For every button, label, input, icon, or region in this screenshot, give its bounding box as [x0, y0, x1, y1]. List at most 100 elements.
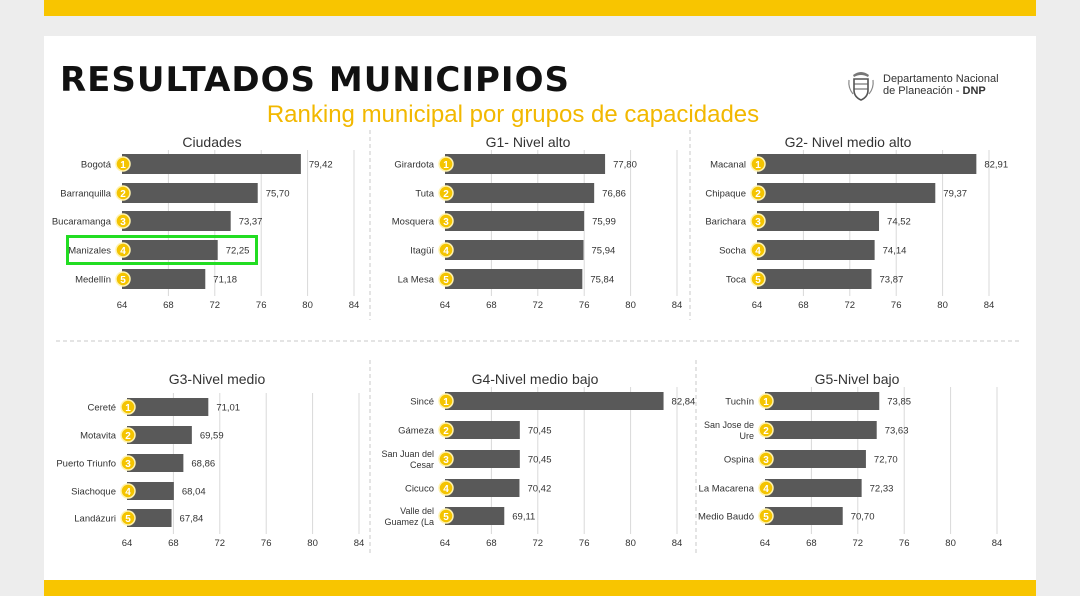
- rank-badge: [758, 480, 774, 496]
- category-label-line1: San Juan del: [381, 449, 434, 459]
- rank-badge: [120, 455, 136, 471]
- rank-number: 4: [763, 484, 769, 495]
- category-label: Mosquera: [392, 217, 435, 228]
- tick-label: 68: [486, 300, 497, 311]
- rank-number: 2: [443, 189, 449, 200]
- value-label: 75,94: [592, 246, 616, 257]
- category-label: Bucaramanga: [52, 217, 112, 228]
- value-label: 68,04: [182, 487, 206, 498]
- value-label: 79,37: [943, 189, 967, 200]
- logo-dnp: DNP: [962, 85, 986, 97]
- category-label: Chipaque: [705, 189, 746, 200]
- value-label: 67,84: [180, 514, 204, 525]
- category-label: La Mesa: [398, 275, 435, 286]
- rank-badge: [120, 483, 136, 499]
- rank-number: 2: [763, 426, 769, 437]
- category-label: Barranquilla: [60, 189, 111, 200]
- bar: [122, 211, 231, 231]
- tick-label: 72: [845, 300, 856, 311]
- tick-label: 80: [937, 300, 948, 311]
- tick-label: 84: [672, 300, 683, 311]
- rank-badge: [438, 480, 454, 496]
- bar: [445, 211, 585, 231]
- bar: [445, 421, 520, 439]
- value-label: 69,59: [200, 431, 224, 442]
- rank-badge: [120, 427, 136, 443]
- rank-number: 4: [443, 484, 449, 495]
- value-label: 75,99: [592, 217, 616, 228]
- category-label: Landázuri: [74, 514, 116, 525]
- rank-badge: [758, 508, 774, 524]
- category-label: Medio Baudó: [698, 512, 754, 523]
- rank-number: 5: [443, 275, 449, 286]
- rank-badge: [750, 242, 766, 258]
- rank-badge: [115, 185, 131, 201]
- rank-badge: [115, 242, 131, 258]
- value-label: 74,14: [883, 246, 907, 257]
- rank-number: 5: [755, 275, 761, 286]
- category-label: La Macarena: [699, 484, 755, 495]
- category-label: Toca: [726, 275, 747, 286]
- tick-label: 64: [440, 538, 451, 549]
- rank-number: 3: [763, 455, 769, 466]
- rank-number: 2: [125, 431, 131, 442]
- category-label: Girardota: [394, 160, 434, 171]
- category-label: Bogotá: [81, 160, 112, 171]
- bar: [757, 154, 977, 174]
- bar: [757, 269, 872, 289]
- rank-badge: [438, 213, 454, 229]
- tick-label: 64: [760, 538, 771, 549]
- chart-title: G3-Nivel medio: [169, 371, 266, 387]
- rank-badge: [115, 213, 131, 229]
- value-label: 70,45: [528, 426, 552, 437]
- rank-number: 1: [443, 397, 449, 408]
- page-subtitle: Ranking municipal por grupos de capacida…: [266, 101, 760, 128]
- rank-badge: [438, 508, 454, 524]
- tick-label: 72: [853, 538, 864, 549]
- category-label: Barichara: [705, 217, 746, 228]
- rank-number: 2: [120, 189, 126, 200]
- bar: [127, 398, 209, 416]
- value-label: 71,01: [216, 403, 240, 414]
- tick-label: 76: [899, 538, 910, 549]
- category-label-line2: Ure: [739, 431, 754, 441]
- bar: [445, 479, 520, 497]
- category-label: Tuchín: [725, 397, 754, 408]
- bar: [757, 240, 875, 260]
- top-gap: [44, 16, 1036, 36]
- rank-badge: [438, 271, 454, 287]
- rank-badge: [758, 393, 774, 409]
- bottom-accent-bar: [44, 580, 1036, 596]
- page-title: RESULTADOS MUNICIPIOS: [60, 60, 570, 100]
- value-label: 72,70: [874, 455, 898, 466]
- category-label: Ospina: [724, 455, 755, 466]
- top-accent-bar: [44, 0, 1036, 16]
- tick-label: 72: [533, 300, 544, 311]
- rank-number: 1: [443, 160, 449, 171]
- value-label: 82,84: [672, 397, 696, 408]
- logo-line-2: de Planeación -: [883, 85, 963, 97]
- rank-badge: [438, 422, 454, 438]
- bar: [757, 211, 880, 231]
- rank-number: 2: [755, 189, 761, 200]
- rank-number: 5: [443, 512, 449, 523]
- bar: [127, 454, 184, 472]
- value-label: 79,42: [309, 160, 333, 171]
- rank-badge: [438, 185, 454, 201]
- tick-label: 72: [210, 300, 221, 311]
- tick-label: 84: [672, 538, 683, 549]
- value-label: 75,70: [266, 189, 290, 200]
- tick-label: 64: [122, 538, 133, 549]
- tick-label: 76: [256, 300, 267, 311]
- bar: [127, 509, 172, 527]
- rank-badge: [758, 451, 774, 467]
- value-label: 71,18: [213, 275, 237, 286]
- tick-label: 84: [349, 300, 360, 311]
- bar: [757, 183, 936, 203]
- rank-badge: [758, 422, 774, 438]
- rank-badge: [750, 213, 766, 229]
- chart-title: G2- Nivel medio alto: [785, 134, 912, 150]
- value-label: 70,70: [851, 512, 875, 523]
- category-label-line2: Guamez (La: [384, 517, 434, 527]
